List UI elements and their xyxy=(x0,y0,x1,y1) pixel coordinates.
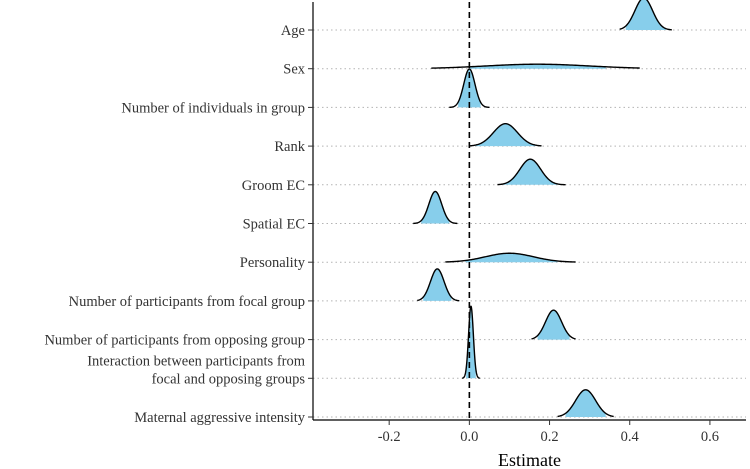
y-axis-label: Number of participants from opposing gro… xyxy=(44,333,305,349)
ridge-interval-fill xyxy=(537,310,570,340)
ridge-interval-fill xyxy=(625,0,666,30)
x-axis-ticks: -0.2 0.0 0.2 0.4 0.6 xyxy=(378,420,719,445)
x-tick-label: 0.4 xyxy=(621,429,640,445)
density-ridges xyxy=(413,0,672,418)
y-axis-label: Sex xyxy=(283,62,306,78)
y-axis-label: Number of participants from focal group xyxy=(69,294,305,310)
y-axis-label: Age xyxy=(281,23,305,39)
ridge-density-curve xyxy=(445,252,576,263)
ridge-density-curve xyxy=(531,309,576,340)
x-tick-label: 0.6 xyxy=(701,429,719,445)
y-axis-label: focal and opposing groups xyxy=(152,371,306,387)
ridge-interval-fill xyxy=(475,123,536,147)
x-tick-label: 0.0 xyxy=(460,429,478,445)
y-axis-label: Spatial EC xyxy=(243,217,305,233)
y-axis-label: Number of individuals in group xyxy=(121,100,305,116)
ridge-interval-fill xyxy=(565,389,606,417)
ridge-density-curve xyxy=(469,122,542,147)
y-axis-label: Maternal aggressive intensity xyxy=(134,410,305,426)
ridge-interval-fill xyxy=(503,159,558,185)
x-tick-label: 0.2 xyxy=(540,429,558,445)
ridge-interval-fill xyxy=(421,191,450,224)
ridge-density-curve xyxy=(413,190,458,225)
y-axis-label: Personality xyxy=(240,255,306,271)
ridge-density-curve xyxy=(462,305,480,379)
ridge-density-curve xyxy=(431,63,640,69)
x-tick-label: -0.2 xyxy=(378,429,401,445)
ridge-density-curve xyxy=(417,268,460,302)
ridge-density-curve xyxy=(557,389,614,418)
ridge-interval-fill xyxy=(465,253,558,263)
ridge-interval-fill xyxy=(466,306,476,379)
y-axis-labels: Age Sex Number of individuals in group Rank… xyxy=(44,23,313,426)
y-axis-label: Interaction between participants from xyxy=(87,353,306,369)
ridge-density-curve xyxy=(497,158,566,186)
y-axis-label: Rank xyxy=(274,139,305,155)
ridge-density-curve xyxy=(619,0,672,31)
ridge-density-curve xyxy=(449,68,490,109)
ridge-interval-fill xyxy=(423,268,452,301)
row-gridlines xyxy=(313,29,746,418)
x-axis-title: Estimate xyxy=(498,450,561,469)
y-axis-label: Groom EC xyxy=(242,178,305,194)
ridge-interval-fill xyxy=(458,69,481,108)
